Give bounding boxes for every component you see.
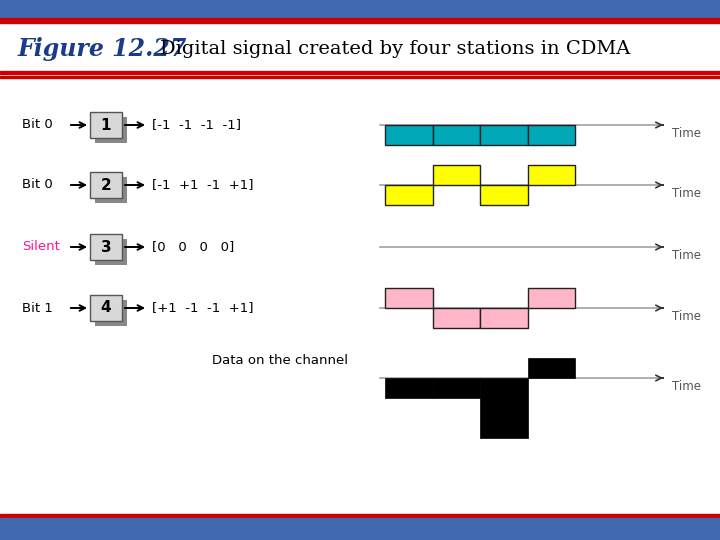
Bar (90, 172, 122, 198)
Text: 2: 2 (101, 178, 112, 192)
Bar (433, 165, 480, 185)
Bar (0, 76, 720, 78)
Bar (528, 125, 575, 145)
Bar (0, 518, 720, 540)
Text: [-1  +1  -1  +1]: [-1 +1 -1 +1] (152, 179, 253, 192)
Bar (0, 0, 720, 18)
Text: Http://netwk.hannam.ac.kr: Http://netwk.hannam.ac.kr (12, 523, 214, 536)
Bar (480, 378, 528, 438)
Bar (385, 125, 433, 145)
Bar (95, 239, 127, 265)
Bar (385, 288, 433, 308)
Bar (90, 295, 122, 321)
Bar (0, 514, 720, 518)
Bar (480, 125, 528, 145)
Bar (90, 112, 122, 138)
Bar (0, 18, 720, 23)
Bar (528, 288, 575, 308)
Text: Data on the channel: Data on the channel (212, 354, 348, 367)
Text: HANNAM  UNIVERSITY: HANNAM UNIVERSITY (575, 523, 720, 536)
Text: [-1  -1  -1  -1]: [-1 -1 -1 -1] (152, 118, 241, 132)
Bar (480, 185, 528, 205)
Bar (95, 177, 127, 203)
Text: Time: Time (672, 187, 701, 200)
Text: 3: 3 (101, 240, 112, 254)
Bar (433, 378, 480, 398)
Text: Bit 0: Bit 0 (22, 179, 53, 192)
Text: [0   0   0   0]: [0 0 0 0] (152, 240, 234, 253)
Text: Figure 12.27: Figure 12.27 (18, 37, 187, 61)
Text: Bit 0: Bit 0 (22, 118, 53, 132)
Bar (385, 378, 433, 398)
Text: 1: 1 (101, 118, 112, 132)
Text: Time: Time (672, 127, 701, 140)
Text: Time: Time (672, 310, 701, 323)
Bar (433, 308, 480, 328)
Bar (433, 125, 480, 145)
Bar (90, 234, 122, 260)
Text: Silent: Silent (22, 240, 60, 253)
Bar (528, 358, 575, 378)
Bar (385, 185, 433, 205)
Bar (95, 117, 127, 143)
Text: Time: Time (672, 380, 701, 393)
Text: Time: Time (672, 249, 701, 262)
Text: Bit 1: Bit 1 (22, 301, 53, 314)
Text: 63: 63 (687, 522, 706, 536)
Bar (528, 165, 575, 185)
Bar (0, 71, 720, 74)
Bar (95, 300, 127, 326)
Text: 4: 4 (101, 300, 112, 315)
Bar (480, 308, 528, 328)
Text: Digital signal created by four stations in CDMA: Digital signal created by four stations … (160, 40, 631, 58)
Text: [+1  -1  -1  +1]: [+1 -1 -1 +1] (152, 301, 253, 314)
